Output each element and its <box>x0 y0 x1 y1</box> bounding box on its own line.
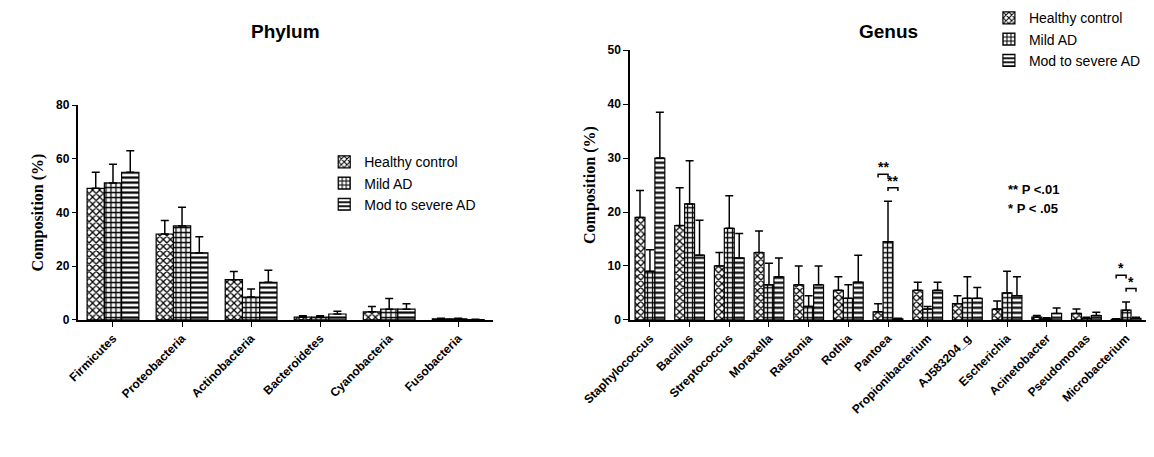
svg-text:** P <.01: ** P <.01 <box>1008 182 1059 197</box>
svg-text:Cyanobacteria: Cyanobacteria <box>327 331 396 400</box>
svg-text:Mild AD: Mild AD <box>1029 32 1077 48</box>
svg-text:Pantoea: Pantoea <box>851 331 894 374</box>
svg-text:Proteobacteria: Proteobacteria <box>119 331 189 401</box>
svg-text:Phylum: Phylum <box>251 21 320 42</box>
svg-text:Actinobacteria: Actinobacteria <box>189 331 258 400</box>
svg-text:Moraxella: Moraxella <box>726 331 775 380</box>
svg-text:Propionibacterium: Propionibacterium <box>849 332 934 417</box>
svg-text:60: 60 <box>56 152 70 166</box>
svg-text:Acinetobacter: Acinetobacter <box>987 331 1054 398</box>
svg-text:Bacillus: Bacillus <box>654 331 697 374</box>
svg-text:Microbacterium: Microbacterium <box>1059 332 1132 405</box>
svg-text:10: 10 <box>608 259 622 273</box>
svg-text:Firmicutes: Firmicutes <box>67 331 120 384</box>
svg-text:40: 40 <box>608 97 622 111</box>
svg-text:Fusobacteria: Fusobacteria <box>402 331 465 394</box>
svg-text:Streptococcus: Streptococcus <box>667 331 736 400</box>
svg-text:**: ** <box>887 173 898 189</box>
svg-text:Escherichia: Escherichia <box>956 331 1014 389</box>
svg-text:Composition (%): Composition (%) <box>581 126 599 244</box>
svg-text:40: 40 <box>56 206 70 220</box>
svg-text:**: ** <box>878 159 889 175</box>
svg-text:Healthy control: Healthy control <box>364 154 457 170</box>
svg-text:Rothia: Rothia <box>818 331 855 368</box>
svg-text:* P < .05: * P < .05 <box>1008 201 1058 216</box>
svg-text:Composition (%): Composition (%) <box>29 154 47 272</box>
svg-text:Mod to severe AD: Mod to severe AD <box>1029 53 1140 69</box>
svg-text:Mild AD: Mild AD <box>364 176 412 192</box>
svg-text:Bacteroidetes: Bacteroidetes <box>260 331 326 397</box>
svg-text:20: 20 <box>608 205 622 219</box>
svg-text:80: 80 <box>56 98 70 112</box>
svg-text:*: * <box>1118 260 1124 276</box>
svg-text:Genus: Genus <box>859 21 918 42</box>
svg-text:Staphylococcus: Staphylococcus <box>581 331 656 406</box>
svg-text:0: 0 <box>614 313 621 327</box>
svg-text:50: 50 <box>608 43 622 57</box>
svg-text:0: 0 <box>63 313 70 327</box>
svg-text:30: 30 <box>608 151 622 165</box>
svg-text:Pseudomonas: Pseudomonas <box>1025 331 1093 399</box>
svg-text:Mod to severe AD: Mod to severe AD <box>364 197 475 213</box>
svg-text:AJ583204_g: AJ583204_g <box>915 332 974 391</box>
svg-text:20: 20 <box>56 259 70 273</box>
svg-text:Ralstonia: Ralstonia <box>767 331 815 379</box>
svg-text:*: * <box>1128 274 1134 290</box>
svg-text:Healthy control: Healthy control <box>1029 10 1122 26</box>
